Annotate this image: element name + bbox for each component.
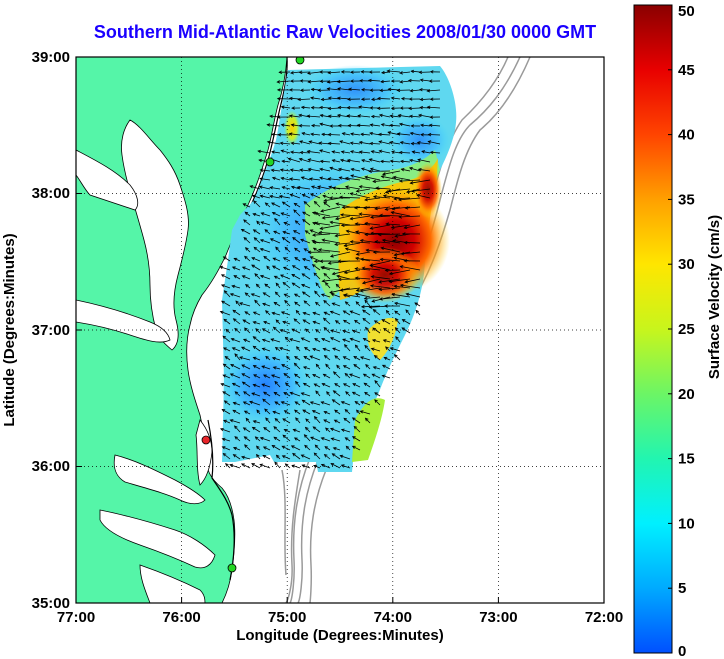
radar-station-marker	[295, 57, 305, 65]
colorbar	[633, 4, 673, 654]
x-axis	[75, 597, 605, 603]
colorbar-tick-label: 5	[678, 580, 686, 597]
y-axis	[76, 56, 82, 604]
y-tick-label: 35:00	[32, 595, 70, 612]
velocity-field	[220, 65, 457, 472]
x-tick-label: 75:00	[268, 609, 306, 626]
colorbar-tick-label: 25	[678, 321, 695, 338]
colorbar-tick-label: 15	[678, 451, 695, 468]
colorbar-ticks: 0 5 10 15 20 25 30 35 40 45 50	[668, 3, 695, 659]
y-tick-label: 38:00	[32, 185, 70, 202]
colorbar-tick-label: 35	[678, 191, 695, 208]
inland-waters	[76, 119, 216, 603]
x-tick-label: 74:00	[374, 609, 412, 626]
radar-station-marker	[227, 563, 237, 573]
y-axis-title: Latitude (Degrees:Minutes)	[1, 233, 18, 426]
colorbar-tick-label: 10	[678, 515, 695, 532]
radar-station-marker	[265, 157, 275, 167]
colorbar-tick-label: 30	[678, 256, 695, 273]
colorbar-tick-label: 0	[678, 643, 686, 659]
x-tick-label: 72:00	[585, 609, 623, 626]
radar-station-marker	[201, 435, 211, 445]
x-tick-label: 76:00	[162, 609, 200, 626]
grid-lines	[76, 57, 604, 603]
y-tick-label: 39:00	[32, 49, 70, 66]
velocity-vectors	[219, 69, 441, 469]
y-tick-label: 36:00	[32, 458, 70, 475]
colorbar-tick-label: 50	[678, 3, 695, 20]
x-axis-title: Longitude (Degrees:Minutes)	[236, 627, 444, 644]
x-tick-label: 73:00	[479, 609, 517, 626]
map-title: Southern Mid-Atlantic Raw Velocities 200…	[93, 22, 597, 42]
y-tick-label: 37:00	[32, 322, 70, 339]
colorbar-tick-label: 20	[678, 386, 695, 403]
colorbar-title: Surface Velocity (cm/s)	[706, 215, 723, 379]
x-tick-label: 77:00	[57, 609, 95, 626]
colorbar-tick-label: 45	[678, 62, 695, 79]
colorbar-tick-label: 40	[678, 127, 695, 144]
